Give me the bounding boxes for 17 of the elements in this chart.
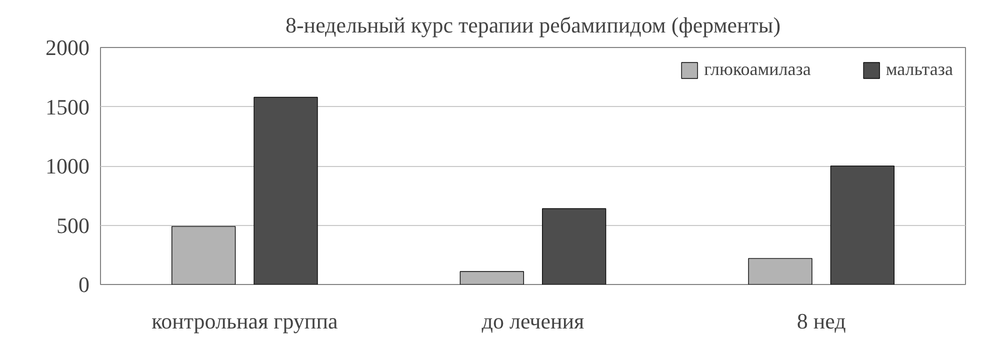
legend-label: глюкоамилаза: [704, 59, 811, 80]
chart-title: 8-недельный курс терапии ребамипидом (ферменты): [285, 12, 781, 38]
y-tick-label: 500: [56, 212, 90, 238]
x-tick-label: до лечения: [482, 308, 584, 334]
legend-label: мальтаза: [886, 59, 953, 80]
y-tick-label: 1500: [46, 94, 90, 120]
x-tick-label: 8 нед: [796, 308, 846, 334]
x-tick-label: контрольная группа: [152, 308, 338, 334]
bar: [542, 208, 606, 284]
bar: [172, 226, 236, 284]
bar: [748, 258, 812, 284]
y-tick-label: 0: [78, 272, 90, 297]
y-tick-label: 2000: [46, 35, 90, 60]
bar: [830, 166, 894, 284]
bar: [460, 271, 524, 284]
y-tick-label: 1000: [46, 154, 90, 178]
bar: [254, 96, 318, 284]
